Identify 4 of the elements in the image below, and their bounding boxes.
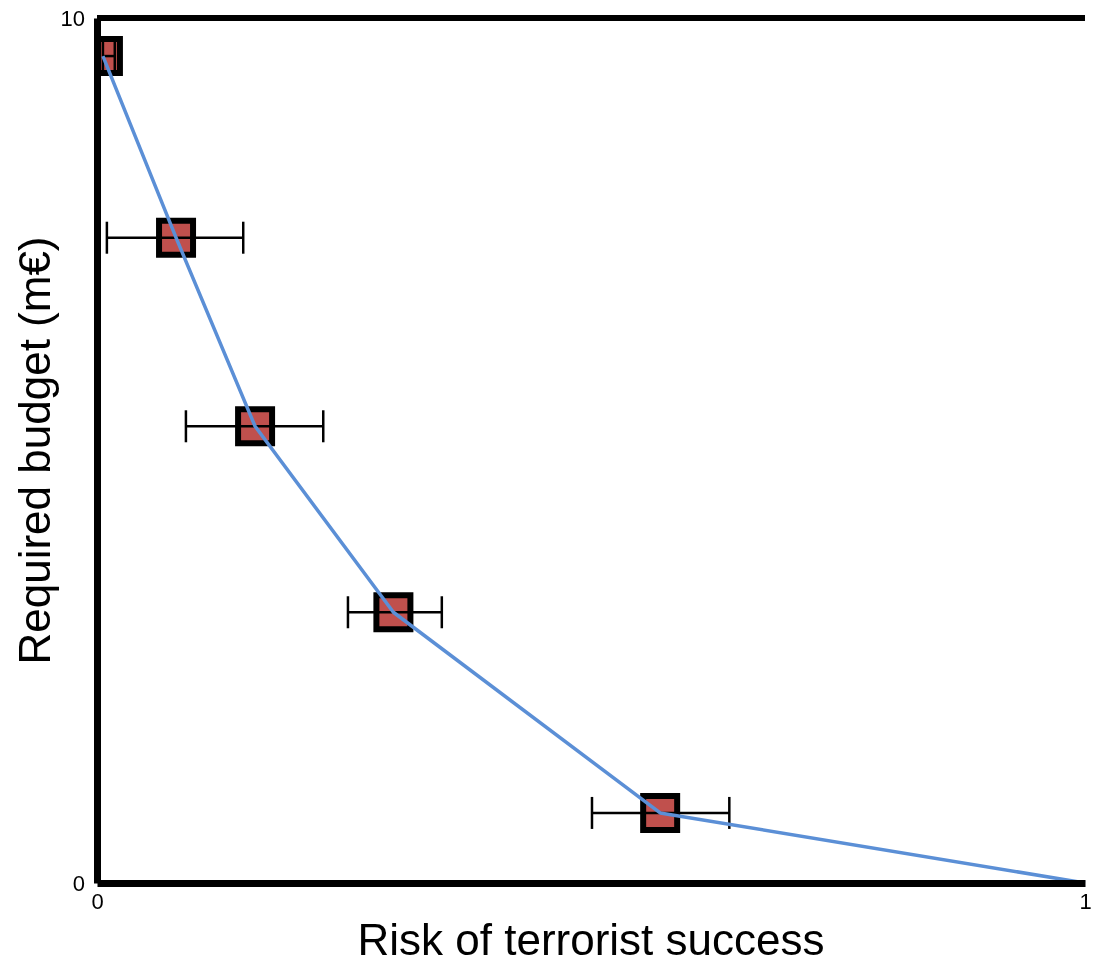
x-axis-title: Risk of terrorist success (357, 915, 825, 962)
y-axis-title: Required budget (m€) (10, 236, 59, 665)
x-tick-label: 1 (1079, 888, 1092, 914)
y-tick-label: 10 (60, 5, 85, 31)
